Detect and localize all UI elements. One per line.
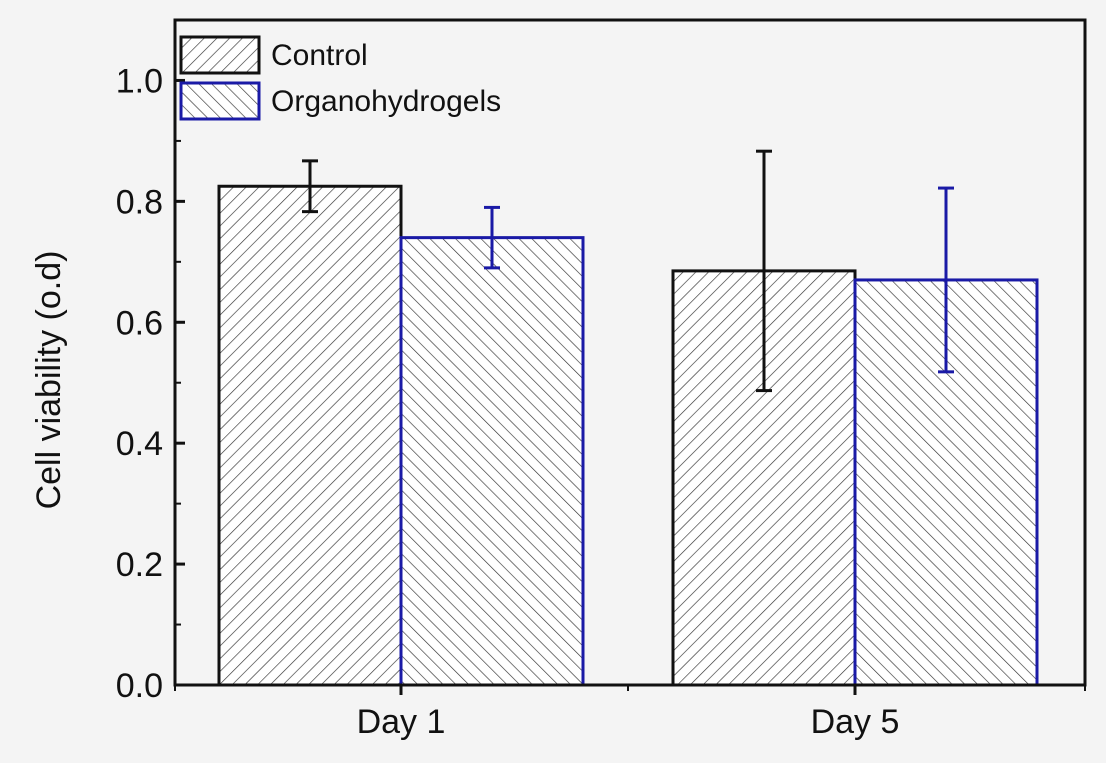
x-tick-label: Day 5 bbox=[811, 703, 900, 741]
y-tick-label: 1.0 bbox=[116, 62, 163, 100]
error-bars-group bbox=[302, 149, 954, 393]
y-tick-label: 0.6 bbox=[116, 304, 163, 342]
legend-label-control: Control bbox=[271, 39, 368, 72]
bars-group bbox=[217, 184, 1039, 687]
legend-label-organohydrogels: Organohydrogels bbox=[271, 85, 501, 118]
y-tick-label: 0.0 bbox=[116, 667, 163, 705]
legend-swatch-control bbox=[179, 35, 261, 75]
x-tick-label: Day 1 bbox=[357, 703, 446, 741]
bar-organohydrogels-day-1 bbox=[399, 236, 585, 687]
axes-group: 0.0 0.2 0.4 0.6 0.8 1.0 Day 1 Day 5 bbox=[116, 18, 1087, 741]
legend: Control Organohydrogels bbox=[179, 35, 501, 121]
axes-frame bbox=[173, 18, 1087, 687]
y-tick-label: 0.4 bbox=[116, 425, 163, 463]
y-axis-label: Cell viability (o.d) bbox=[30, 251, 68, 510]
legend-swatch-organohydrogels bbox=[179, 81, 261, 121]
y-tick-label: 0.2 bbox=[116, 546, 163, 584]
y-tick-label: 0.8 bbox=[116, 183, 163, 221]
bar-control-day-1 bbox=[217, 184, 403, 687]
